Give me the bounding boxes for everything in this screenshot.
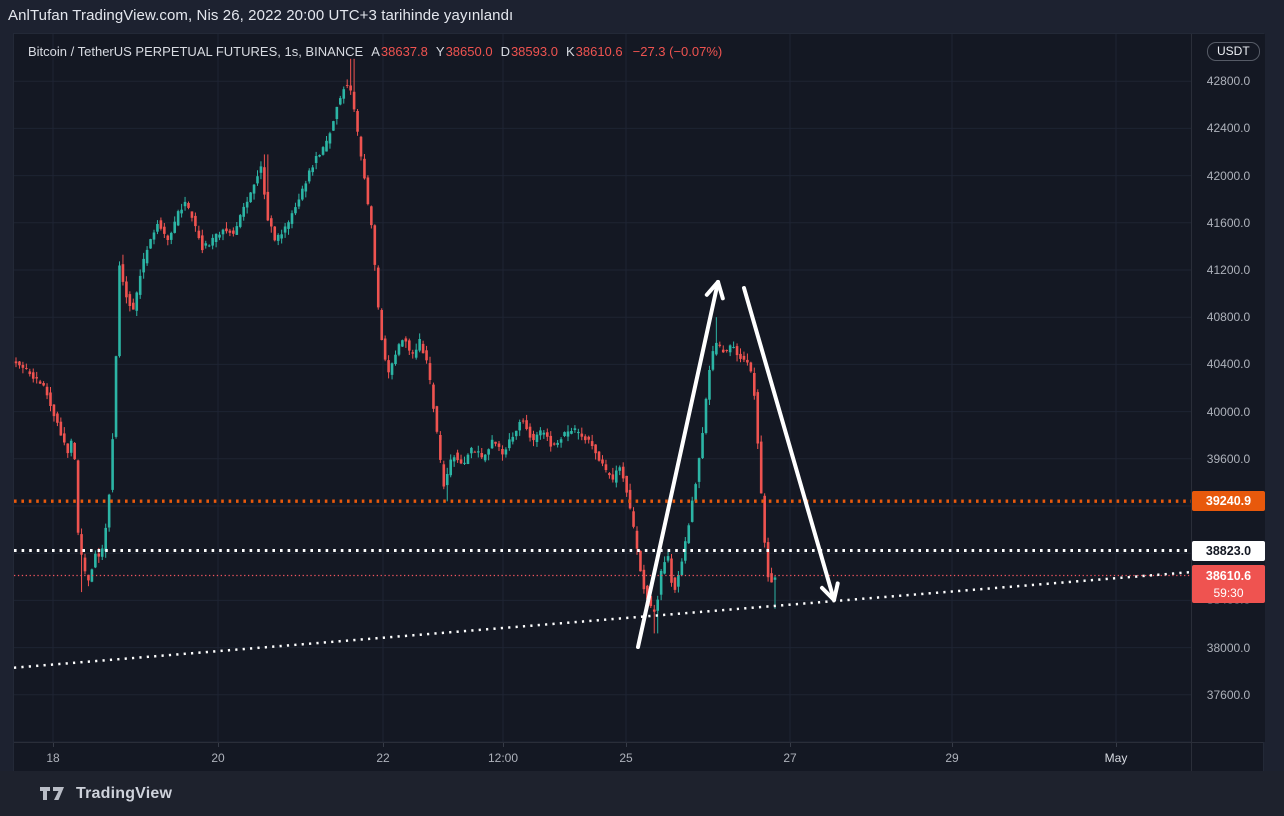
time-tick: 25 bbox=[619, 751, 633, 765]
time-tick: 22 bbox=[376, 751, 390, 765]
price-tick: 42800.0 bbox=[1206, 74, 1251, 89]
candlestick-chart[interactable] bbox=[14, 34, 1191, 742]
branding-bar: TradingView bbox=[0, 771, 1284, 816]
time-tick: May bbox=[1104, 751, 1128, 765]
ohlc-letter: K bbox=[565, 44, 575, 59]
time-tick-mark bbox=[790, 743, 791, 747]
grid-lines bbox=[14, 34, 1191, 742]
ohlc-item: D 38593.0 bbox=[501, 44, 558, 59]
time-tick: 29 bbox=[945, 751, 959, 765]
price-tick: 37600.0 bbox=[1206, 687, 1251, 702]
time-axis[interactable]: 18 20 22 12:00 25 27 29 May bbox=[14, 742, 1263, 772]
price-tick: 41600.0 bbox=[1206, 215, 1251, 230]
last-price-value: 38610.6 bbox=[1205, 568, 1252, 583]
alert-price-label-orange: 39240.9 bbox=[1192, 491, 1265, 512]
trendline bbox=[14, 570, 1191, 669]
time-tick: 12:00 bbox=[487, 751, 519, 765]
time-tick: 27 bbox=[783, 751, 797, 765]
currency-toggle-button[interactable]: USDT bbox=[1207, 42, 1260, 61]
price-tick: 42400.0 bbox=[1206, 121, 1251, 136]
time-tick-mark bbox=[503, 743, 504, 747]
ohlc-item: A 38637.8 bbox=[371, 44, 428, 59]
price-tick: 42000.0 bbox=[1206, 168, 1251, 183]
bar-countdown: 59:30 bbox=[1213, 585, 1244, 600]
axis-corner-separator bbox=[1191, 743, 1192, 772]
time-tick-mark bbox=[383, 743, 384, 747]
tradingview-logo-icon bbox=[40, 787, 64, 800]
time-tick: 20 bbox=[211, 751, 225, 765]
price-tick: 40800.0 bbox=[1206, 310, 1251, 325]
time-tick-mark bbox=[53, 743, 54, 747]
symbol-title: Bitcoin / TetherUS PERPETUAL FUTURES, 1s… bbox=[28, 44, 364, 59]
time-tick-mark bbox=[626, 743, 627, 747]
ohlc-letter: Y bbox=[435, 44, 445, 59]
published-info-bar: AnlTufan TradingView.com, Nis 26, 2022 2… bbox=[0, 0, 1284, 33]
price-tick: 40400.0 bbox=[1206, 357, 1251, 372]
ohlc-letter: A bbox=[371, 44, 380, 59]
price-tick: 39600.0 bbox=[1206, 451, 1251, 466]
ohlc-item: K 38610.6 bbox=[566, 44, 623, 59]
chart-widget: Bitcoin / TetherUS PERPETUAL FUTURES, 1s… bbox=[13, 33, 1265, 772]
ohlc-item: Y 38650.0 bbox=[436, 44, 493, 59]
ohlc-value: 38610.6 bbox=[575, 44, 623, 59]
arrow-down[interactable] bbox=[742, 286, 840, 602]
price-tick: 40000.0 bbox=[1206, 404, 1251, 419]
price-change: −27.3 (−0.07%) bbox=[632, 44, 723, 59]
tradingview-logo-text: TradingView bbox=[76, 784, 173, 802]
candlestick-series bbox=[14, 58, 777, 634]
published-info-text: AnlTufan TradingView.com, Nis 26, 2022 2… bbox=[8, 7, 514, 24]
last-price-label: 38610.6 59:30 bbox=[1192, 564, 1265, 603]
ohlc-letter: D bbox=[500, 44, 510, 59]
ohlc-value: 38593.0 bbox=[510, 44, 558, 59]
price-tick: 41200.0 bbox=[1206, 263, 1251, 277]
time-tick: 18 bbox=[46, 751, 60, 765]
level-price-label-white: 38823.0 bbox=[1192, 540, 1265, 561]
time-tick-mark bbox=[1116, 743, 1117, 747]
drawing-overlays[interactable] bbox=[14, 499, 1191, 669]
chart-pane[interactable]: Bitcoin / TetherUS PERPETUAL FUTURES, 1s… bbox=[14, 34, 1191, 742]
price-axis[interactable]: USDT 42800.0 42400.0 42000.0 41600.0 41200.0… bbox=[1191, 34, 1265, 742]
arrow-up[interactable] bbox=[636, 280, 725, 649]
time-tick-mark bbox=[218, 743, 219, 747]
price-tick: 38000.0 bbox=[1206, 640, 1251, 655]
ohlc-value: 38650.0 bbox=[445, 44, 493, 59]
ohlc-values: A 38637.8 Y 38650.0 D 38593.0 K 38610.6 bbox=[371, 44, 622, 59]
ohlc-value: 38637.8 bbox=[380, 44, 428, 59]
symbol-header: Bitcoin / TetherUS PERPETUAL FUTURES, 1s… bbox=[28, 44, 722, 59]
tradingview-logo-link[interactable]: TradingView bbox=[40, 785, 172, 803]
time-tick-mark bbox=[952, 743, 953, 747]
